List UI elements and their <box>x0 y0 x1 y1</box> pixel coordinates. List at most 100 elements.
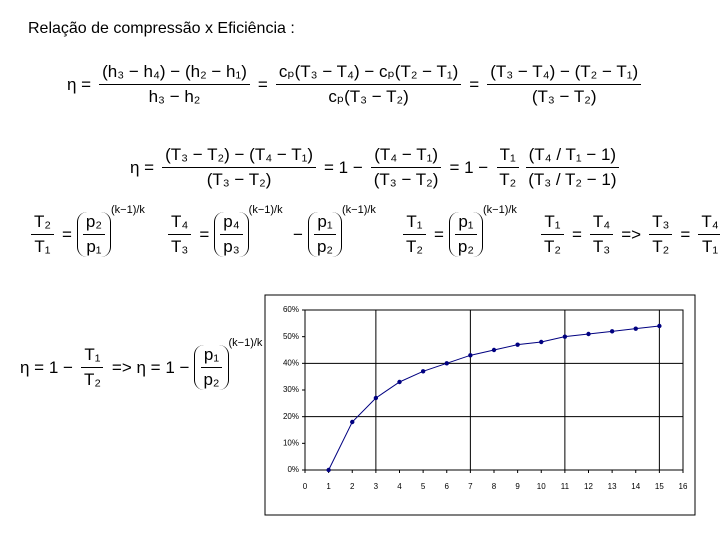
x-tick-label: 15 <box>655 482 664 491</box>
point <box>515 342 520 347</box>
denominator: T₃ <box>171 237 189 256</box>
x-tick-label: 13 <box>608 482 617 491</box>
denominator: cₚ(T₃ − T₂) <box>328 87 409 106</box>
y-tick-label: 40% <box>283 358 299 367</box>
parenthesis: p₂ p₁ <box>76 212 111 257</box>
equation: T₂ T₁ = p₂ p₁ (k−1)/k <box>28 204 145 257</box>
line <box>328 325 660 471</box>
fraction: (T₃ − T₂) − (T₄ − T₁) (T₃ − T₂) <box>162 145 316 190</box>
x-tick-label: 12 <box>584 482 593 491</box>
y-tick-label: 50% <box>283 332 299 341</box>
point <box>491 347 497 353</box>
equation-text: = 1 − <box>449 157 489 177</box>
x-tick-label: 6 <box>445 482 450 491</box>
title: Relação de compressão x Eficiência : <box>28 20 295 37</box>
equation-text: = 1 − <box>324 157 363 177</box>
power: p₁ p₂ (k−1)/k <box>448 204 517 257</box>
equation: − p₁ p₂ (k−1)/k <box>288 204 376 257</box>
denominator: (T₃ − T₂) <box>373 170 439 189</box>
numerator: cₚ(T₃ − T₄) − cₚ(T₂ − T₁) <box>275 62 462 85</box>
denominator: (T₃ / T₂ − 1) <box>528 170 617 189</box>
x-tick-label: 0 <box>303 482 308 491</box>
equation: T₄ T₃ = p₄ p₃ (k−1)/k <box>165 204 283 257</box>
equation-text: => η = 1 − <box>111 357 190 377</box>
fraction: T₁ T₂ <box>81 345 104 390</box>
numerator: T₁ <box>541 212 564 235</box>
numerator: T₄ <box>698 212 720 235</box>
denominator: h₃ − h₂ <box>148 87 201 106</box>
x-tick-label: 7 <box>468 482 473 491</box>
power: p₂ p₁ (k−1)/k <box>76 204 145 257</box>
fraction: cₚ(T₃ − T₄) − cₚ(T₂ − T₁) cₚ(T₃ − T₂) <box>275 62 462 107</box>
point <box>373 395 379 401</box>
parenthesis: p₁ p₂ <box>448 212 483 257</box>
numerator: T₁ <box>403 212 426 235</box>
denominator: T₁ <box>701 237 719 256</box>
x-tick-label: 11 <box>561 482 570 491</box>
equation-text: = <box>257 74 268 94</box>
numerator: T₄ <box>168 212 192 235</box>
equation-text: = <box>199 224 210 244</box>
numerator: T₃ <box>649 212 673 235</box>
denominator: (T₃ − T₂) <box>206 170 272 189</box>
point <box>326 467 331 473</box>
x-tick-label: 2 <box>350 482 355 491</box>
denominator: T₁ <box>34 237 51 256</box>
x-tick-label: 14 <box>631 482 640 491</box>
numerator: p₁ <box>314 212 336 235</box>
y-tick-label: 0% <box>287 465 299 474</box>
denominator: p₂ <box>203 370 220 389</box>
fraction: T₁ T₂ <box>496 145 519 190</box>
x-tick-label: 8 <box>492 482 497 491</box>
equation-text: = <box>469 74 480 94</box>
x-tick-label: 4 <box>397 482 402 491</box>
equation: η = (T₃ − T₂) − (T₄ − T₁) (T₃ − T₂) = 1 − (T… <box>125 145 623 190</box>
numerator: p₁ <box>455 212 477 235</box>
point <box>397 379 402 385</box>
equation: T₁ T₂ = p₁ p₂ (k−1)/k <box>400 204 517 257</box>
equation-text: η = <box>130 157 155 177</box>
equation-text: = <box>433 224 444 244</box>
denominator: T₂ <box>544 237 561 256</box>
exponent: (k−1)/k <box>248 204 283 216</box>
numerator: (T₃ − T₂) − (T₄ − T₁) <box>162 145 316 168</box>
point <box>350 419 355 425</box>
denominator: p₁ <box>86 237 102 256</box>
point <box>444 361 449 366</box>
equation: η = (h₃ − h₄) − (h₂ − h₁) h₃ − h₂ = cₚ(T₃ − … <box>62 62 644 107</box>
y-tick-label: 60% <box>283 305 299 314</box>
fraction: p₄ p₃ <box>220 212 243 257</box>
x-tick-label: 1 <box>326 482 331 491</box>
point <box>586 331 591 337</box>
x-tick-label: 5 <box>421 482 426 491</box>
point <box>420 369 426 374</box>
fraction: (T₄ / T₁ − 1) (T₃ / T₂ − 1) <box>525 145 620 190</box>
fraction: p₁ p₂ <box>455 212 477 257</box>
fraction: T₄ T₁ <box>698 212 720 257</box>
numerator: (T₃ − T₄) − (T₂ − T₁) <box>487 62 642 85</box>
equation-text: η = <box>67 74 92 94</box>
denominator: (T₃ − T₂) <box>531 87 597 106</box>
fraction: (T₄ − T₁) (T₃ − T₂) <box>371 145 442 190</box>
fraction: p₁ p₂ <box>200 345 223 390</box>
denominator: T₂ <box>652 237 670 256</box>
numerator: T₁ <box>496 145 519 168</box>
fraction: T₂ T₁ <box>31 212 54 257</box>
fraction: (h₃ − h₄) − (h₂ − h₁) h₃ − h₂ <box>99 62 250 107</box>
exponent: (k−1)/k <box>342 204 376 216</box>
y-tick-label: 20% <box>283 412 299 421</box>
denominator: T₂ <box>406 237 423 256</box>
x-tick-label: 16 <box>679 482 688 491</box>
fraction: (T₃ − T₄) − (T₂ − T₁) (T₃ − T₂) <box>487 62 642 107</box>
point <box>657 323 662 329</box>
point <box>539 339 544 345</box>
equation-text: η = 1 − <box>20 357 73 377</box>
numerator: T₂ <box>31 212 54 235</box>
equation: η = 1 − T₁ T₂ => η = 1 − p₁ p₂ (k−1)/k <box>15 337 262 390</box>
numerator: p₄ <box>220 212 243 235</box>
parenthesis: p₁ p₂ <box>307 212 342 257</box>
numerator: p₂ <box>82 212 105 235</box>
point <box>609 329 615 334</box>
denominator: p₂ <box>457 237 474 256</box>
